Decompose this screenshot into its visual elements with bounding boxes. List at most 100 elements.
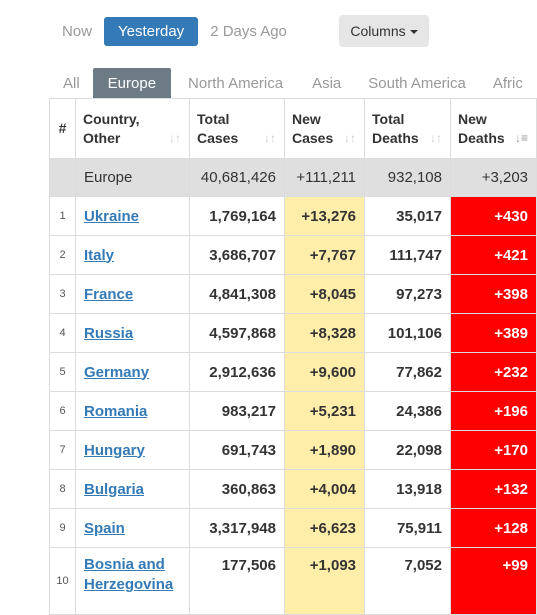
total-cases-cell: 4,841,308 <box>189 274 285 314</box>
region-tabs: All Europe North America Asia South Amer… <box>52 68 534 99</box>
new-cases-cell: +13,276 <box>284 196 365 236</box>
new-deaths-cell: +132 <box>450 469 537 509</box>
total-row-total-cases: 40,681,426 <box>189 158 285 197</box>
country-link[interactable]: Romania <box>84 402 148 420</box>
new-deaths-cell: +170 <box>450 430 537 470</box>
new-deaths-cell: +99 <box>450 547 537 615</box>
tab-africa[interactable]: Afric <box>492 75 523 92</box>
total-deaths-cell: 22,098 <box>364 430 451 470</box>
table-row: 5 Germany 2,912,636 +9,600 77,862 +232 <box>49 352 537 392</box>
country-cell: Bulgaria <box>75 469 190 509</box>
row-index: 5 <box>49 352 76 392</box>
columns-button-label: Columns <box>350 23 406 39</box>
new-deaths-cell: +430 <box>450 196 537 236</box>
country-cell: Ukraine <box>75 196 190 236</box>
total-deaths-cell: 97,273 <box>364 274 451 314</box>
row-index: 3 <box>49 274 76 314</box>
total-cases-cell: 1,769,164 <box>189 196 285 236</box>
total-deaths-cell: 101,106 <box>364 313 451 353</box>
caret-down-icon <box>409 30 418 35</box>
country-link[interactable]: Germany <box>84 363 150 381</box>
sort-icon: ↓↑ <box>344 131 356 145</box>
new-cases-cell: +7,767 <box>284 235 365 275</box>
row-index: 4 <box>49 313 76 353</box>
total-deaths-cell: 77,862 <box>364 352 451 392</box>
header-new-deaths[interactable]: New Deaths ↓≡ <box>450 98 537 159</box>
new-cases-cell: +5,231 <box>284 391 365 431</box>
table-header: # Country, Other ↓↑ Total Cases ↓↑ New C… <box>49 98 537 159</box>
tab-2-days-ago[interactable]: 2 Days Ago <box>210 23 287 40</box>
sort-desc-icon: ↓≡ <box>514 131 528 145</box>
new-cases-cell: +4,004 <box>284 469 365 509</box>
total-cases-cell: 2,912,636 <box>189 352 285 392</box>
country-link[interactable]: Hungary <box>84 441 145 459</box>
new-cases-cell: +1,093 <box>284 547 365 615</box>
table-row: 4 Russia 4,597,868 +8,328 101,106 +389 <box>49 313 537 353</box>
country-link[interactable]: Italy <box>84 246 115 264</box>
row-index: 9 <box>49 508 76 548</box>
tab-north-america[interactable]: North America <box>188 75 284 92</box>
new-cases-cell: +9,600 <box>284 352 365 392</box>
total-deaths-cell: 111,747 <box>364 235 451 275</box>
total-row-total-deaths: 932,108 <box>364 158 451 197</box>
sort-icon: ↓↑ <box>169 131 181 145</box>
total-cases-cell: 360,863 <box>189 469 285 509</box>
tab-south-america[interactable]: South America <box>368 75 466 92</box>
country-cell: France <box>75 274 190 314</box>
table-row: 8 Bulgaria 360,863 +4,004 13,918 +132 <box>49 469 537 509</box>
total-cases-cell: 691,743 <box>189 430 285 470</box>
header-new-cases[interactable]: New Cases ↓↑ <box>284 98 365 159</box>
table-row: 2 Italy 3,686,707 +7,767 111,747 +421 <box>49 235 537 275</box>
table-row: 7 Hungary 691,743 +1,890 22,098 +170 <box>49 430 537 470</box>
header-num: # <box>49 98 76 159</box>
new-deaths-cell: +421 <box>450 235 537 275</box>
header-country[interactable]: Country, Other ↓↑ <box>75 98 190 159</box>
country-cell: Romania <box>75 391 190 431</box>
table-row: 3 France 4,841,308 +8,045 97,273 +398 <box>49 274 537 314</box>
row-index: 6 <box>49 391 76 431</box>
country-link[interactable]: Bosnia and Herzegovina <box>84 556 174 593</box>
total-row-new-cases: +111,211 <box>284 158 365 197</box>
country-cell: Russia <box>75 313 190 353</box>
country-link[interactable]: Bulgaria <box>84 480 145 498</box>
row-index: 8 <box>49 469 76 509</box>
total-row-country: Europe <box>75 158 190 197</box>
country-link[interactable]: Russia <box>84 324 134 342</box>
tab-europe[interactable]: Europe <box>92 68 172 99</box>
new-deaths-cell: +232 <box>450 352 537 392</box>
new-deaths-cell: +389 <box>450 313 537 353</box>
country-link[interactable]: France <box>84 285 134 303</box>
country-cell: Italy <box>75 235 190 275</box>
country-link[interactable]: Spain <box>84 519 125 537</box>
total-cases-cell: 177,506 <box>189 547 285 615</box>
total-row-idx <box>49 158 76 197</box>
header-total-cases[interactable]: Total Cases ↓↑ <box>189 98 285 159</box>
tab-asia[interactable]: Asia <box>312 75 342 92</box>
row-index: 7 <box>49 430 76 470</box>
total-deaths-cell: 35,017 <box>364 196 451 236</box>
new-cases-cell: +8,045 <box>284 274 365 314</box>
new-deaths-cell: +398 <box>450 274 537 314</box>
new-cases-cell: +6,623 <box>284 508 365 548</box>
total-row-new-deaths: +3,203 <box>450 158 537 197</box>
tab-yesterday[interactable]: Yesterday <box>104 17 199 46</box>
header-total-deaths[interactable]: Total Deaths ↓↑ <box>364 98 451 159</box>
table-row: 1 Ukraine 1,769,164 +13,276 35,017 +430 <box>49 196 537 236</box>
country-link[interactable]: Ukraine <box>84 207 140 225</box>
new-deaths-cell: +128 <box>450 508 537 548</box>
columns-button[interactable]: Columns <box>339 15 429 47</box>
tab-now[interactable]: Now <box>62 23 93 40</box>
tab-all[interactable]: All <box>63 75 80 92</box>
country-cell: Germany <box>75 352 190 392</box>
country-cell: Bosnia and Herzegovina <box>75 547 190 615</box>
new-cases-cell: +8,328 <box>284 313 365 353</box>
total-cases-cell: 4,597,868 <box>189 313 285 353</box>
row-index: 2 <box>49 235 76 275</box>
total-deaths-cell: 75,911 <box>364 508 451 548</box>
sort-icon: ↓↑ <box>264 131 276 145</box>
table-row: 9 Spain 3,317,948 +6,623 75,911 +128 <box>49 508 537 548</box>
row-index: 10 <box>49 547 76 615</box>
date-selector: Now Yesterday 2 Days Ago <box>52 17 297 46</box>
table-row: 10 Bosnia and Herzegovina 177,506 +1,093… <box>49 547 537 615</box>
row-index: 1 <box>49 196 76 236</box>
